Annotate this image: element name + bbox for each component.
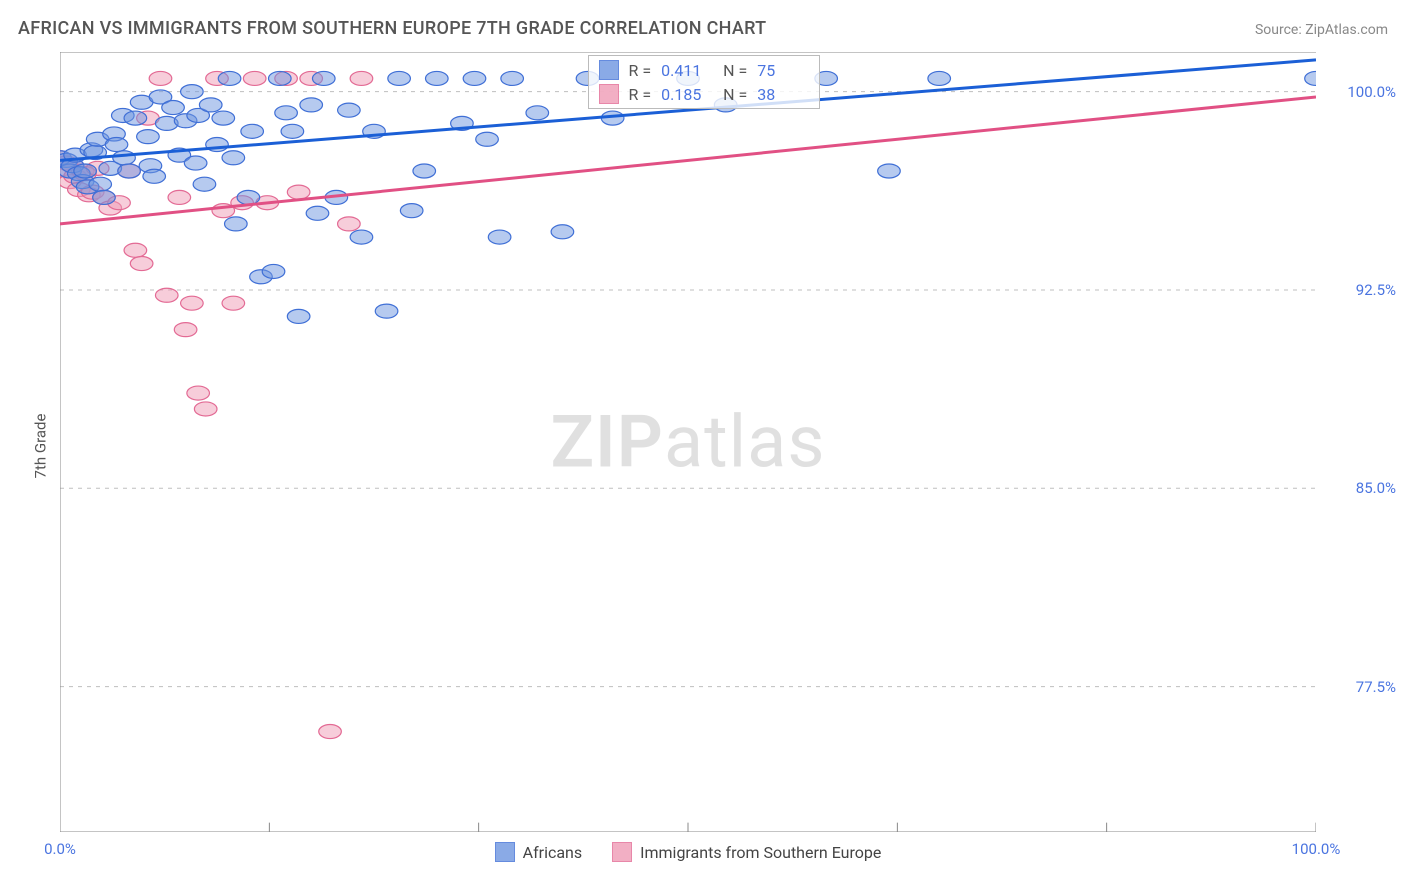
swatch-immigrants-icon — [599, 84, 619, 104]
y-tick-label: 92.5% — [1356, 281, 1396, 299]
x-tick-label: 0.0% — [44, 840, 76, 858]
legend-row-b: R = 0.185 N = 38 — [589, 82, 820, 106]
legend-row-a: R = 0.411 N = 75 — [589, 58, 820, 82]
legend-item-africans: Africans — [495, 842, 582, 862]
series-legend: Africans Immigrants from Southern Europe — [60, 842, 1316, 862]
x-tick-label: 100.0% — [1292, 840, 1341, 858]
y-tick-label: 85.0% — [1356, 479, 1396, 497]
y-tick-label: 77.5% — [1356, 678, 1396, 696]
swatch-africans-icon — [599, 60, 619, 80]
swatch-africans-icon — [495, 842, 515, 862]
y-axis-label: 7th Grade — [31, 414, 49, 479]
scatter-chart — [60, 52, 1316, 832]
swatch-immigrants-icon — [612, 842, 632, 862]
correlation-legend: R = 0.411 N = 75 R = 0.185 N = 38 — [588, 55, 821, 109]
plot-area: ZIPatlas R = 0.411 N = 75 R = 0.185 N = … — [60, 52, 1316, 832]
legend-item-immigrants: Immigrants from Southern Europe — [612, 842, 881, 862]
source-label: Source: ZipAtlas.com — [1255, 22, 1388, 38]
y-tick-label: 100.0% — [1347, 83, 1396, 101]
chart-title: AFRICAN VS IMMIGRANTS FROM SOUTHERN EURO… — [18, 18, 766, 39]
